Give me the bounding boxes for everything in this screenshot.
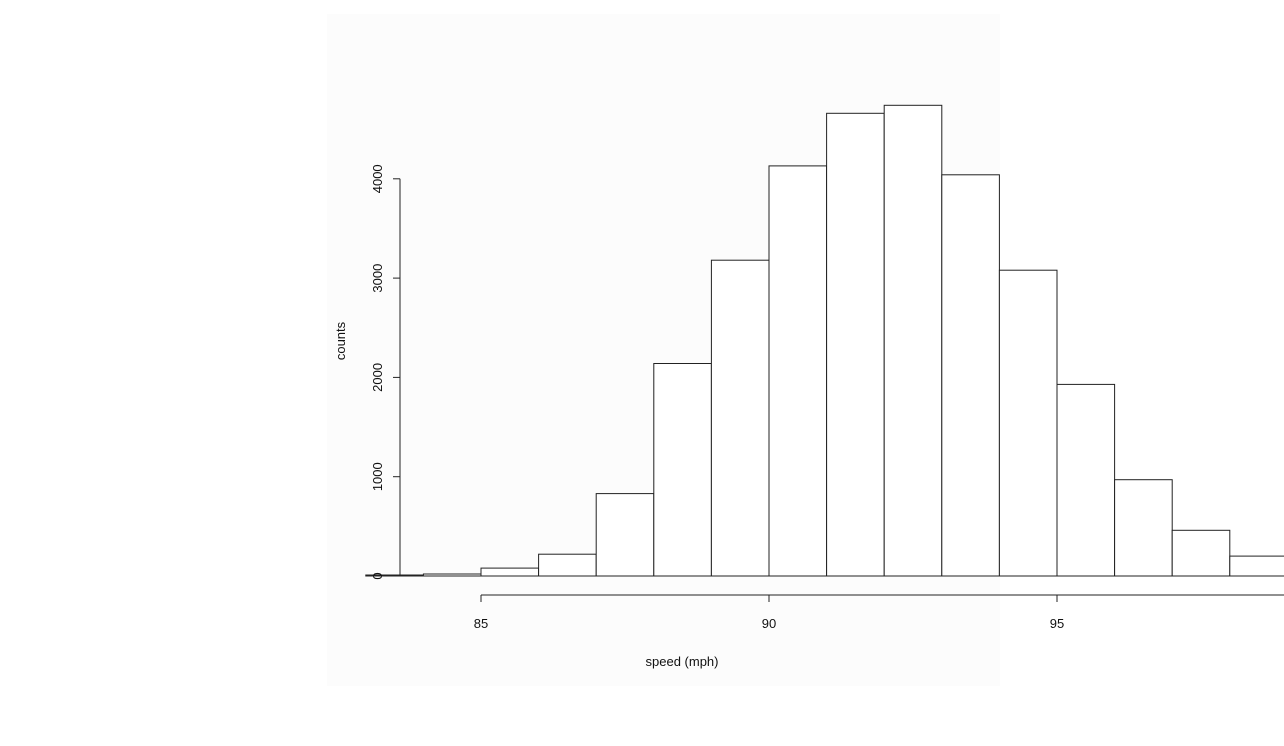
- histogram-bar: [1056, 383, 1116, 577]
- histogram-bar: [826, 112, 885, 577]
- y-axis: 0 1000 2000 3000 4000: [370, 164, 401, 580]
- x-tick-label: 85: [474, 616, 488, 631]
- x-tick-label: 95: [1050, 616, 1064, 631]
- y-tick-label: 2000: [370, 363, 385, 392]
- histogram-bar: [998, 269, 1058, 577]
- x-axis: 859095100: [474, 594, 1284, 631]
- y-axis-title: counts: [333, 321, 348, 360]
- histogram-bar: [653, 363, 712, 577]
- histogram-bar: [710, 259, 770, 577]
- histogram-bar: [480, 567, 540, 577]
- histogram-bar: [768, 165, 828, 577]
- histogram-bar: [538, 553, 597, 577]
- histogram-bar: [1229, 555, 1284, 577]
- histogram-bar: [941, 174, 1000, 577]
- histogram-bar: [883, 104, 943, 577]
- x-tick-label: 90: [762, 616, 776, 631]
- histogram-bar: [1171, 529, 1231, 577]
- histogram-bar: [595, 493, 655, 577]
- histogram-bar: [1114, 479, 1173, 577]
- histogram-bar: [422, 573, 482, 577]
- x-axis-title: speed (mph): [646, 654, 719, 669]
- y-tick-label: 4000: [370, 164, 385, 193]
- y-tick-label: 1000: [370, 462, 385, 491]
- bars-group: [365, 104, 1284, 577]
- y-tick-label: 0: [370, 572, 385, 579]
- y-tick-label: 3000: [370, 264, 385, 293]
